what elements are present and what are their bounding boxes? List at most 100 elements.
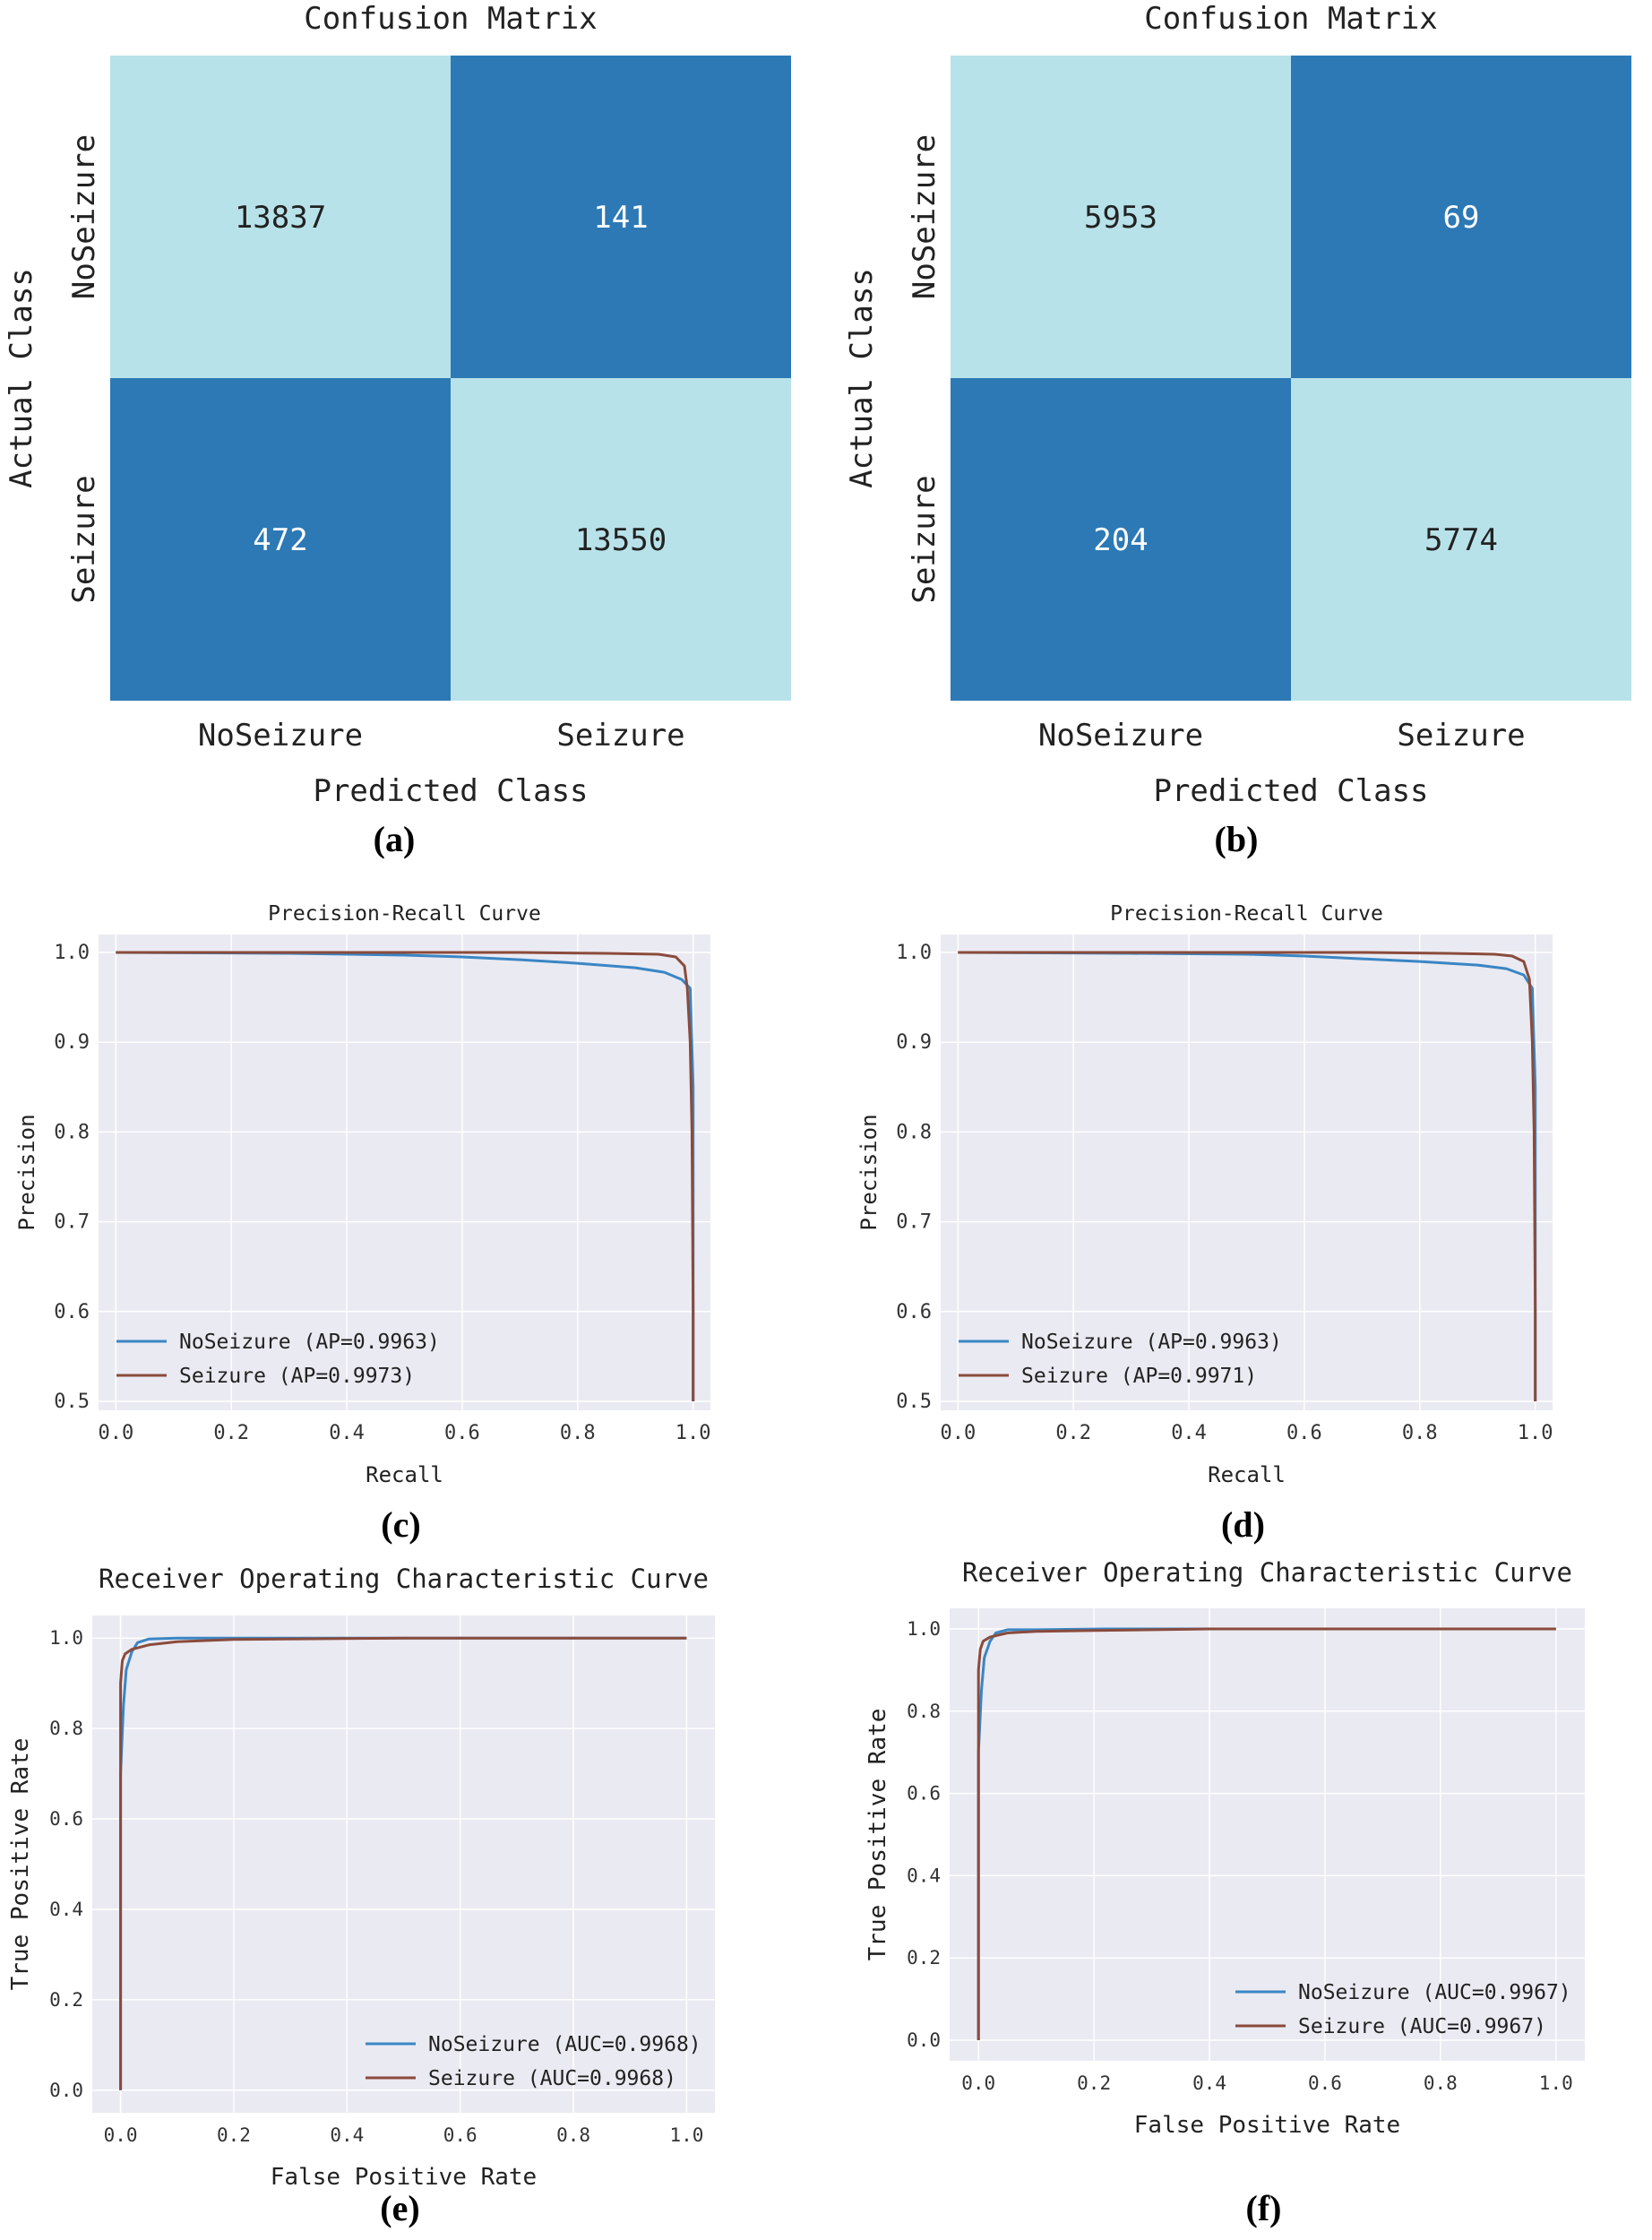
x-tick-label: 0.0 (104, 2124, 138, 2146)
legend-label: Seizure (AUC=0.9968) (428, 2067, 676, 2090)
panel-label-b: (b) (1215, 819, 1259, 859)
panel-label-f: (f) (1246, 2188, 1282, 2228)
x-tick-label: 0.0 (940, 1422, 976, 1444)
cm-cell (451, 378, 791, 701)
y-axis-label: Precision (14, 1114, 39, 1230)
panel-label-e: (e) (380, 2188, 419, 2228)
x-tick-label: 0.6 (1308, 2072, 1342, 2094)
plot-title: Precision-Recall Curve (268, 902, 541, 926)
legend-label: Seizure (AP=0.9971) (1021, 1365, 1257, 1388)
cm-xlabel: Predicted Class (313, 773, 588, 809)
cm-cell-value: 5953 (1084, 200, 1157, 236)
y-tick-label: 0.5 (896, 1391, 932, 1413)
cm-cell-value: 141 (593, 200, 648, 236)
y-tick-label: 0.7 (896, 1211, 932, 1234)
cm-cell (110, 378, 451, 701)
panel-f: Receiver Operating Characteristic Curve 0… (865, 1557, 1585, 2228)
cm-cell (110, 56, 451, 378)
legend-label: NoSeizure (AP=0.9963) (1021, 1331, 1282, 1354)
y-tick-label: 0.6 (896, 1301, 932, 1323)
x-tick-label: 0.2 (217, 2124, 251, 2146)
x-axis-label: Recall (366, 1462, 443, 1487)
plot-title: Receiver Operating Characteristic Curve (962, 1557, 1572, 1588)
x-axis-label: Recall (1208, 1462, 1286, 1487)
x-tick-label: 0.4 (330, 2124, 364, 2146)
series-line-seizure (116, 951, 695, 1401)
cm-cell-value: 13550 (575, 522, 667, 558)
x-tick-label: 0.8 (560, 1422, 596, 1444)
cm-xtick-label: NoSeizure (1038, 718, 1203, 754)
x-tick-label: 0.6 (1286, 1422, 1322, 1444)
y-tick-label: 0.6 (54, 1301, 90, 1323)
cm-title: Confusion Matrix (304, 1, 598, 37)
x-tick-label: 0.4 (329, 1422, 365, 1444)
legend-label: NoSeizure (AUC=0.9967) (1298, 1981, 1571, 2004)
y-tick-label: 0.4 (907, 1865, 941, 1886)
x-axis-label: False Positive Rate (1134, 2112, 1400, 2139)
panel-a: Confusion Matrix 13837 141 472 13550 NoSeizur… (4, 1, 791, 859)
y-tick-label: 0.6 (907, 1783, 941, 1805)
y-tick-label: 0.8 (54, 1121, 90, 1143)
x-tick-label: 0.2 (1055, 1422, 1091, 1444)
y-tick-label: 1.0 (907, 1618, 941, 1640)
cm-cell-value: 13837 (235, 200, 326, 236)
plot-area (92, 1615, 715, 2113)
x-tick-label: 1.0 (1539, 2072, 1573, 2094)
y-tick-label: 0.4 (49, 1899, 83, 1920)
y-axis-label: True Positive Rate (7, 1738, 34, 1991)
x-tick-label: 0.8 (1402, 1422, 1438, 1444)
panel-label-d: (d) (1221, 1504, 1265, 1545)
y-tick-label: 0.0 (49, 2080, 83, 2101)
series-line-seizure (977, 1627, 1556, 2040)
cm-ylabel: Actual Class (844, 268, 880, 488)
y-tick-label: 0.9 (54, 1031, 90, 1054)
x-tick-label: 0.2 (213, 1422, 249, 1444)
x-tick-label: 0.2 (1077, 2072, 1111, 2094)
y-tick-label: 1.0 (49, 1627, 83, 1649)
y-tick-label: 0.2 (907, 1947, 941, 1969)
cm-xtick-label: Seizure (1397, 718, 1525, 754)
x-axis-label: False Positive Rate (271, 2164, 537, 2191)
x-tick-label: 0.0 (98, 1422, 133, 1444)
x-tick-label: 0.6 (443, 2124, 478, 2146)
cm-cell (951, 56, 1291, 378)
cm-ytick-label: NoSeizure (907, 134, 942, 299)
cm-cell-value: 69 (1443, 200, 1480, 236)
x-tick-label: 0.8 (556, 2124, 590, 2146)
cm-cell (1291, 378, 1631, 701)
panel-e: Receiver Operating Characteristic Curve 0… (7, 1564, 715, 2228)
panel-c: Precision-Recall Curve 0.0 0.2 0.4 0.6 0.8 1.0… (14, 902, 711, 1545)
y-tick-label: 0.8 (896, 1121, 932, 1143)
plot-title: Receiver Operating Characteristic Curve (99, 1564, 709, 1594)
cm-cell (1291, 56, 1631, 378)
cm-ytick-label: Seizure (66, 475, 102, 603)
cm-cell (451, 56, 791, 378)
y-tick-label: 0.0 (907, 2029, 941, 2051)
x-tick-label: 0.6 (444, 1422, 480, 1444)
x-tick-label: 0.8 (1424, 2072, 1458, 2094)
y-tick-label: 1.0 (896, 942, 932, 964)
series-line-seizure (119, 1636, 687, 2090)
panel-label-a: (a) (374, 819, 416, 859)
legend-label: Seizure (AP=0.9973) (179, 1365, 415, 1388)
plot-area (99, 935, 710, 1410)
x-tick-label: 0.4 (1171, 1422, 1207, 1444)
y-tick-label: 0.8 (907, 1701, 941, 1722)
cm-xtick-label: Seizure (556, 718, 684, 754)
y-tick-label: 0.8 (49, 1718, 83, 1739)
legend-label: NoSeizure (AP=0.9963) (179, 1331, 440, 1354)
x-tick-label: 1.0 (1518, 1422, 1553, 1444)
y-tick-label: 0.9 (896, 1031, 932, 1054)
legend-label: Seizure (AUC=0.9967) (1298, 2015, 1546, 2038)
series-line-noseizure (116, 951, 695, 1401)
y-tick-label: 0.6 (49, 1808, 83, 1830)
plot-title: Precision-Recall Curve (1110, 902, 1383, 926)
cm-ytick-label: NoSeizure (66, 134, 102, 299)
y-tick-label: 0.2 (49, 1989, 83, 2011)
cm-xtick-label: NoSeizure (198, 718, 363, 754)
cm-xlabel: Predicted Class (1153, 773, 1428, 809)
y-tick-label: 0.5 (54, 1391, 90, 1413)
legend-label: NoSeizure (AUC=0.9968) (428, 2033, 701, 2056)
panel-b: Confusion Matrix 5953 69 204 5774 NoSeizure No… (844, 1, 1631, 859)
